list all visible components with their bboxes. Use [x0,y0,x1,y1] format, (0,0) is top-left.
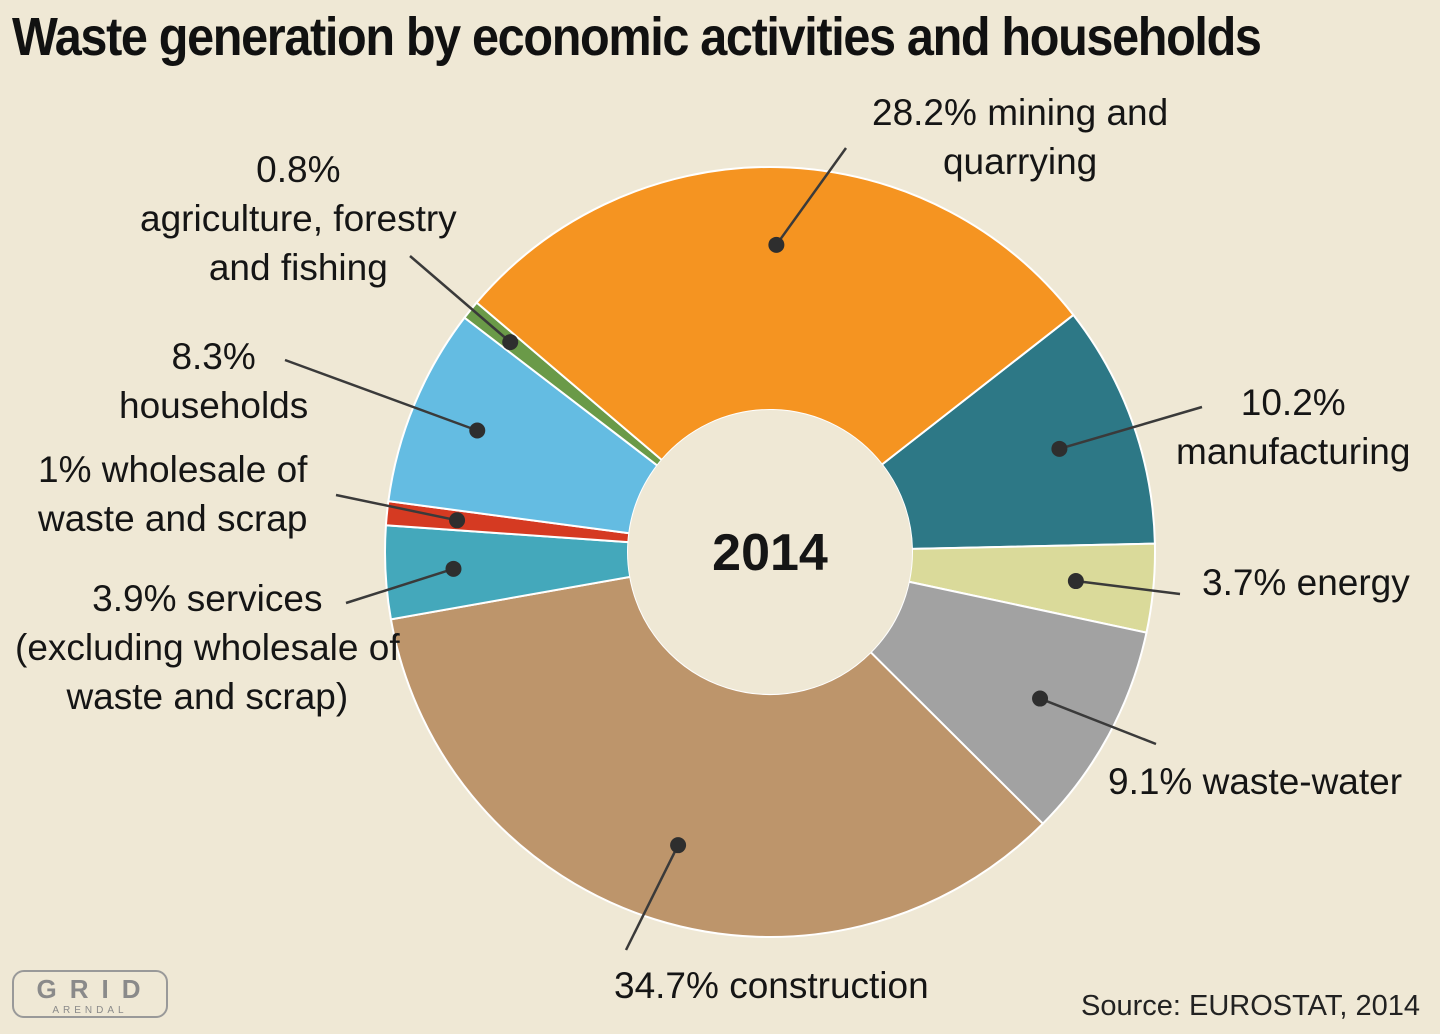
leader-line-energy [1075,579,1181,596]
label-line: waste and scrap [38,498,308,539]
leader-line-construction [624,844,680,951]
label-agriculture: 0.8% agriculture, forestry and fishing [140,145,457,292]
label-waste-water: 9.1% waste-water [1108,757,1402,806]
leader-line-services [345,567,454,605]
label-line: 3.7% energy [1202,562,1410,603]
label-mining: 28.2% mining and quarrying [872,88,1168,186]
leader-dot-construction [670,837,687,854]
label-line: quarrying [942,141,1098,182]
label-wholesale: 1% wholesale of waste and scrap [38,445,307,543]
leader-line-manufacturing [1059,405,1203,451]
label-line: and fishing [208,247,388,288]
leader-dot-energy [1067,573,1084,590]
center-year-label: 2014 [712,524,828,582]
logo-word: GRID [36,974,154,1004]
label-line: (excluding wholesale of [15,627,400,668]
label-services: 3.9% services (excluding wholesale of wast… [15,574,400,721]
leader-dot-wholesale [449,512,466,529]
label-households: 8.3% households [119,332,308,430]
leader-dot-mining [768,236,785,253]
leader-line-agriculture [409,255,512,344]
leader-dot-services [445,560,462,577]
leader-line-waste-water [1039,697,1157,746]
label-line: agriculture, forestry [140,198,457,239]
label-line: manufacturing [1176,431,1411,472]
chart-title: Waste generation by economic activities … [12,7,1262,67]
label-line: 1% wholesale of [38,449,308,490]
leader-line-households [284,358,478,432]
leader-line-wholesale [335,493,458,522]
label-line: waste and scrap) [66,676,349,717]
label-line: 9.1% waste-water [1108,761,1403,802]
label-construction: 34.7% construction [614,961,929,1010]
label-line: 8.3% [171,336,256,377]
leader-dot-households [469,422,486,439]
source-note: Source: EUROSTAT, 2014 [1080,990,1420,1022]
label-energy: 3.7% energy [1202,558,1410,607]
grid-arendal-logo: GRID ARENDAL [12,970,168,1018]
slice-construction [389,575,1045,938]
label-line: 28.2% mining and [872,92,1169,133]
label-line: 0.8% [256,149,341,190]
leader-dot-agriculture [502,334,519,351]
leader-dot-waste-water [1032,690,1049,707]
label-line: 10.2% [1240,382,1346,423]
label-line: 34.7% construction [614,965,929,1006]
leader-line-mining [775,147,848,246]
label-line: 3.9% services [92,578,323,619]
label-manufacturing: 10.2% manufacturing [1176,378,1410,476]
logo-subword: ARENDAL [52,1005,128,1016]
label-line: households [119,385,309,426]
leader-dot-manufacturing [1051,440,1068,457]
donut-hole [628,410,912,694]
